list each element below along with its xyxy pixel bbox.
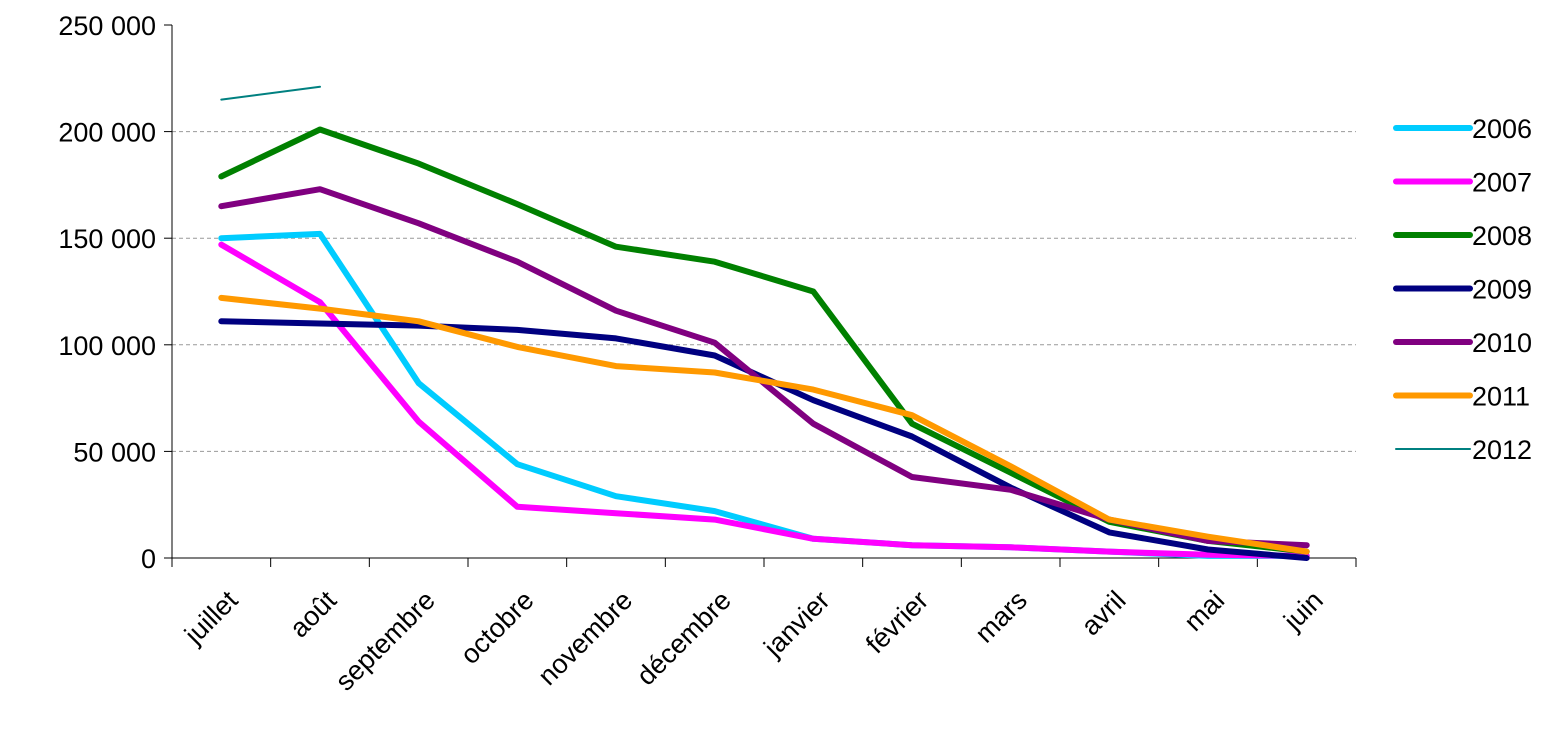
x-tick-label: septembre <box>329 585 440 696</box>
x-tick-label: février <box>860 585 934 659</box>
y-tick-label: 200 000 <box>58 118 156 148</box>
series-line-2007 <box>218 241 1310 559</box>
x-tick-label: octobre <box>455 585 540 670</box>
x-tick-label: janvier <box>757 585 835 663</box>
x-tick-label: décembre <box>631 585 737 691</box>
legend-label-2010: 2010 <box>1472 328 1532 358</box>
y-tick-label: 50 000 <box>73 437 156 467</box>
axes <box>171 25 1356 559</box>
x-tick-label: août <box>284 585 343 644</box>
x-tick-label: juin <box>1277 585 1329 637</box>
legend-label-2006: 2006 <box>1472 114 1532 144</box>
series-line-2010 <box>218 186 1310 549</box>
legend-label-2008: 2008 <box>1472 221 1532 251</box>
x-tick-label: juillet <box>178 585 244 651</box>
series-line-2008 <box>218 126 1310 555</box>
x-tick-label: mai <box>1178 585 1230 637</box>
x-tick-label: avril <box>1075 585 1131 641</box>
y-ticks: 0 50 000 100 000 150 000 200 000 250 000 <box>58 11 172 574</box>
y-tick-label: 150 000 <box>58 224 156 254</box>
x-tick-label: novembre <box>532 585 638 691</box>
legend-label-2007: 2007 <box>1472 168 1532 198</box>
legend-label-2009: 2009 <box>1472 275 1532 305</box>
series-line-2009 <box>218 318 1310 561</box>
gridlines <box>172 131 1356 452</box>
y-tick-label: 250 000 <box>58 11 156 41</box>
legend: 2006 2007 2008 2009 2010 2011 2012 <box>1393 114 1532 465</box>
series-lines <box>218 85 1310 561</box>
series-line-2006 <box>218 230 1310 559</box>
y-tick-label: 0 <box>141 544 156 574</box>
legend-label-2012: 2012 <box>1472 435 1532 465</box>
series-line-2011 <box>218 294 1310 555</box>
x-tick-label: mars <box>969 585 1033 649</box>
legend-label-2011: 2011 <box>1472 382 1530 412</box>
y-tick-label: 100 000 <box>58 331 156 361</box>
series-line-2012 <box>220 85 321 101</box>
